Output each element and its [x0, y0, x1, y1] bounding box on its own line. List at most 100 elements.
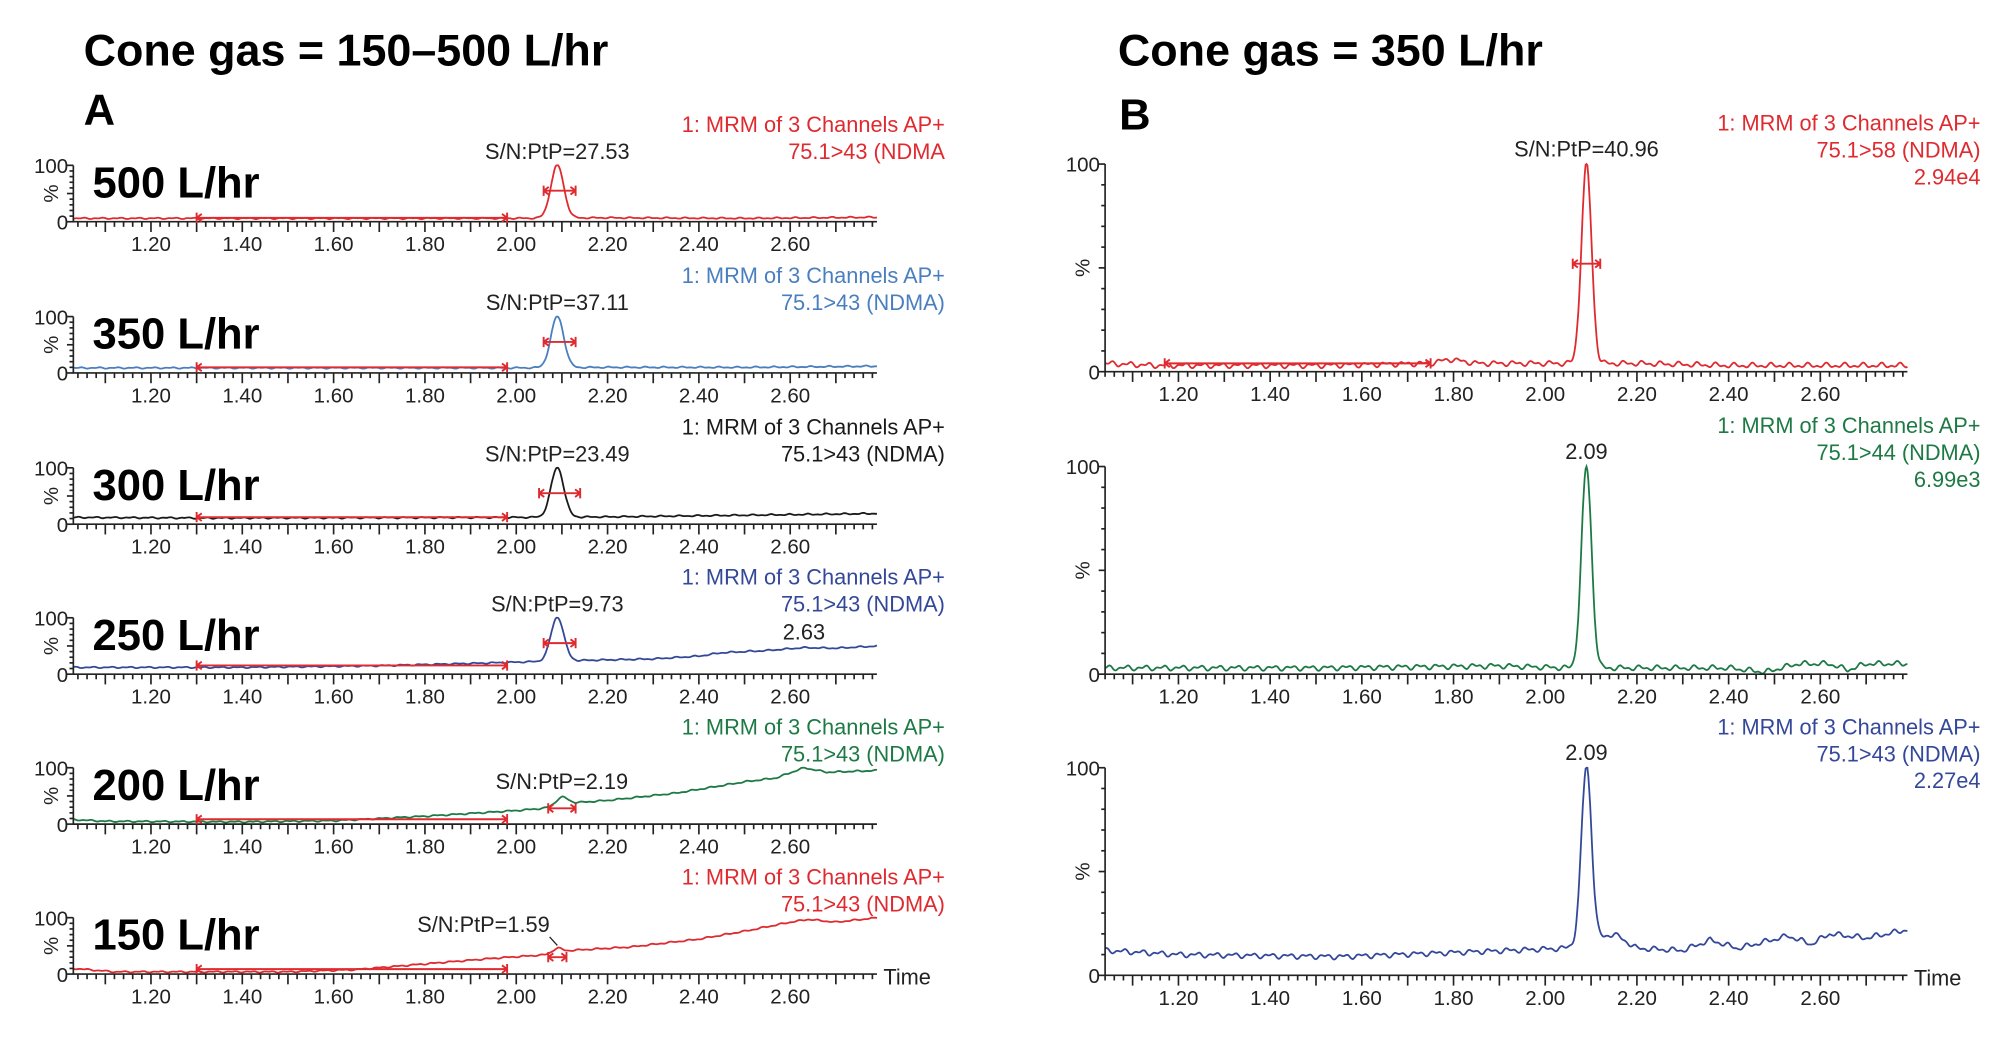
channel-header-line: 1: MRM of 3 Channels AP+ [682, 864, 945, 889]
x-tick-label: 2.60 [1800, 383, 1840, 406]
x-tick-label: 1.20 [131, 986, 171, 1009]
y-axis-label: % [40, 184, 63, 202]
cone-gas-label: 300 L/hr [93, 462, 260, 510]
x-tick-label: 2.00 [1525, 686, 1565, 709]
chart-a-4: 1.20 1.40 1.60 1.80 2.00 2.20 2.40 2.60 100 0% 1: … [34, 714, 945, 858]
noise-range-bar [1163, 358, 1432, 369]
charts: 1.20 1.40 1.60 1.80 2.00 2.20 2.40 2.60 100 0% 1: … [34, 111, 1980, 1010]
trace-line [72, 916, 878, 974]
sn-annotation: S/N:PtP=9.73 [491, 591, 624, 616]
retention-time-label: 2.09 [1565, 439, 1607, 464]
x-tick-label: 2.20 [1617, 686, 1657, 709]
channel-header-line: 1: MRM of 3 Channels AP+ [682, 564, 945, 589]
y-tick-label-0: 0 [1089, 664, 1100, 687]
channel-header-line: 6.99e3 [1914, 467, 1981, 492]
x-tick-label: 1.20 [1158, 383, 1198, 406]
y-axis-label: % [40, 487, 63, 505]
x-tick-label: 2.20 [588, 836, 628, 859]
cone-gas-label: 200 L/hr [93, 762, 260, 810]
channel-header-line: 75.1>44 (NDMA) [1817, 440, 1981, 465]
x-tick-label: 1.60 [1342, 383, 1382, 406]
x-tick-label: 1.60 [314, 384, 354, 407]
channel-header-line: 1: MRM of 3 Channels AP+ [682, 112, 945, 137]
x-tick-label: 1.60 [1342, 987, 1382, 1010]
x-tick-label: 1.40 [222, 384, 262, 407]
time-axis-label: Time [1914, 966, 1962, 991]
y-axis-label: % [40, 787, 63, 805]
x-tick-label: 1.40 [222, 536, 262, 559]
panel-b-letter: B [1119, 91, 1150, 139]
x-tick-label: 1.80 [405, 836, 445, 859]
sn-annotation: S/N:PtP=37.11 [486, 290, 629, 315]
noise-range-bar [195, 964, 509, 975]
x-tick-label: 1.40 [1250, 383, 1290, 406]
cone-gas-label: 350 L/hr [93, 311, 260, 359]
y-tick-label-100: 100 [34, 907, 68, 930]
x-tick-label: 1.40 [222, 836, 262, 859]
x-tick-label: 1.40 [222, 686, 262, 709]
sn-annotation: S/N:PtP=27.53 [485, 139, 630, 164]
y-axis-label: % [40, 336, 63, 354]
channel-header-line: 2.27e4 [1914, 768, 1981, 793]
x-tick-label: 1.60 [314, 986, 354, 1009]
channel-header-line: 1: MRM of 3 Channels AP+ [682, 414, 945, 439]
y-axis-label: % [1072, 259, 1095, 277]
x-tick-label: 1.80 [405, 233, 445, 256]
y-axis-label: % [40, 637, 63, 655]
peak-width-bar [542, 336, 577, 348]
x-tick-label: 2.20 [588, 536, 628, 559]
y-tick-label-0: 0 [57, 814, 68, 837]
chart-b-7: 1.20 1.40 1.60 1.80 2.00 2.20 2.40 2.60 100 0% 1: … [1066, 413, 1981, 708]
chart-a-3: 1.20 1.40 1.60 1.80 2.00 2.20 2.40 2.60 100 0% 1: … [34, 564, 945, 708]
peak-width-bar [547, 803, 577, 814]
noise-range-bar [195, 512, 509, 523]
x-tick-label: 1.20 [131, 836, 171, 859]
trace-line [1104, 463, 1908, 675]
x-tick-label: 1.80 [405, 384, 445, 407]
y-axis-label: % [1072, 561, 1095, 579]
y-tick-label-100: 100 [1066, 456, 1100, 479]
axes [1104, 767, 1908, 977]
chart-a-0: 1.20 1.40 1.60 1.80 2.00 2.20 2.40 2.60 100 0% 1: … [34, 112, 945, 256]
panel-a-letter: A [84, 86, 115, 134]
channel-header-line: 75.1>43 (NDMA [788, 139, 945, 164]
channel-header-line: 75.1>43 (NDMA) [781, 741, 945, 766]
x-tick-label: 2.40 [679, 536, 719, 559]
x-tick-label: 2.00 [496, 686, 536, 709]
annotation-leader [549, 936, 558, 946]
x-tick-label: 2.00 [1525, 987, 1565, 1010]
x-tick-label: 1.80 [405, 986, 445, 1009]
noise-range-bar [195, 362, 509, 373]
x-tick-label: 2.20 [1617, 987, 1657, 1010]
y-axis-label: % [1072, 862, 1095, 880]
peak-width-bar [547, 952, 568, 963]
channel-header-line: 75.1>43 (NDMA) [781, 891, 945, 916]
peak-width-bar [542, 638, 577, 649]
x-tick-label: 2.00 [496, 233, 536, 256]
x-tick-label: 1.20 [131, 686, 171, 709]
x-tick-label: 1.40 [1250, 987, 1290, 1010]
y-tick-label-0: 0 [57, 363, 68, 386]
sn-annotation: S/N:PtP=23.49 [485, 441, 630, 466]
x-tick-label: 1.20 [131, 384, 171, 407]
peak-width-bar [542, 185, 577, 196]
sn-annotation: S/N:PtP=1.59 [417, 912, 550, 937]
x-tick-label: 1.60 [314, 686, 354, 709]
x-tick-label: 2.60 [770, 836, 810, 859]
x-tick-label: 1.80 [1434, 383, 1474, 406]
y-tick-label-100: 100 [1066, 154, 1100, 177]
x-tick-label: 2.60 [770, 384, 810, 407]
noise-range-bar [195, 814, 509, 825]
x-tick-label: 1.80 [1434, 686, 1474, 709]
x-tick-label: 2.40 [1709, 686, 1749, 709]
x-tick-label: 2.40 [679, 986, 719, 1009]
x-tick-label: 2.40 [1709, 383, 1749, 406]
chart-b-6: 1.20 1.40 1.60 1.80 2.00 2.20 2.40 2.60 100 0% 1: … [1066, 111, 1981, 406]
trace-line [73, 766, 878, 824]
x-tick-label: 1.40 [1250, 686, 1290, 709]
y-tick-label-100: 100 [34, 757, 68, 780]
trace-line [1104, 162, 1908, 370]
peak-width-bar [538, 488, 582, 499]
y-tick-label-0: 0 [57, 964, 68, 987]
right-title: Cone gas = 350 L/hr [1118, 24, 1543, 75]
